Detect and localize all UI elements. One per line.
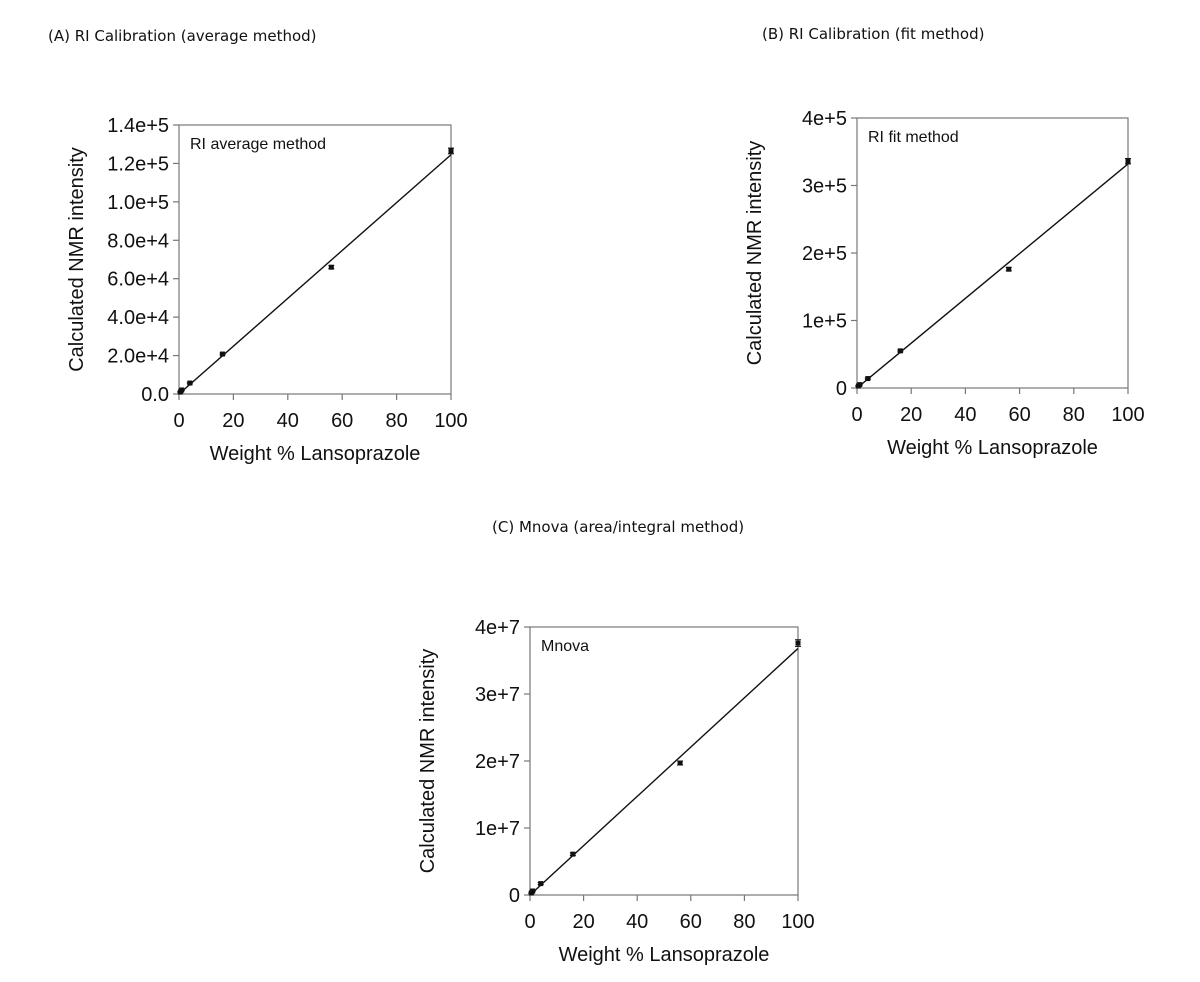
y-tick-label: 1.0e+5 [107,192,169,214]
x-axis-label: Weight % Lansoprazole [887,437,1098,459]
y-tick-label: 4e+5 [802,108,847,130]
y-tick-label: 1e+7 [475,818,520,840]
plot-frame [529,626,799,896]
panel-a-title: (A) RI Calibration (average method) [48,27,317,45]
data-point [897,348,903,354]
data-point [187,380,193,386]
x-tick-label: 60 [680,911,702,933]
x-tick-label: 40 [277,410,299,432]
y-tick-label: 1.2e+5 [107,153,169,175]
x-tick-label: 60 [331,410,353,432]
data-point [530,888,536,894]
data-point [1125,158,1131,164]
x-tick-label: 100 [781,911,814,933]
x-axis-label: Weight % Lansoprazole [559,944,770,966]
y-tick-label: 2e+5 [802,243,847,265]
x-tick-label: 60 [1008,404,1030,426]
panel-c-title: (C) Mnova (area/integral method) [492,518,745,536]
x-tick-label: 0 [524,911,535,933]
data-point [570,851,576,857]
x-tick-label: 20 [900,404,922,426]
inset-label: Mnova [541,638,589,655]
y-tick-label: 8.0e+4 [107,230,169,252]
y-tick-label: 2.0e+4 [107,346,169,368]
x-tick-label: 40 [954,404,976,426]
x-tick-label: 0 [173,410,184,432]
x-tick-label: 80 [385,410,407,432]
data-point [865,376,871,382]
fit-line [529,647,799,896]
x-tick-label: 100 [434,410,467,432]
inset-label: RI fit method [868,129,959,146]
panel-b-title: (B) RI Calibration (fit method) [762,25,985,43]
y-axis-label: Calculated NMR intensity [66,147,88,372]
y-tick-label: 1e+5 [802,311,847,333]
x-tick-label: 20 [572,911,594,933]
data-point [795,640,801,646]
y-tick-label: 2e+7 [475,751,520,773]
y-tick-label: 0 [836,378,847,400]
data-point [179,387,185,393]
data-point [538,881,544,887]
x-tick-label: 100 [1111,404,1144,426]
data-point [448,148,454,154]
data-point [328,264,334,270]
y-axis-label: Calculated NMR intensity [417,649,439,874]
data-point [1006,266,1012,272]
x-axis-label: Weight % Lansoprazole [210,443,421,465]
y-axis-label: Calculated NMR intensity [744,141,766,366]
y-tick-label: 6.0e+4 [107,269,169,291]
data-point [857,382,863,388]
y-tick-label: 4.0e+4 [107,307,169,329]
y-tick-label: 1.4e+5 [107,115,169,137]
y-tick-label: 3e+5 [802,176,847,198]
y-tick-label: 0 [509,885,520,907]
y-tick-label: 4e+7 [475,617,520,639]
y-tick-label: 3e+7 [475,684,520,706]
x-tick-label: 80 [733,911,755,933]
data-point [677,760,683,766]
x-tick-label: 40 [626,911,648,933]
plot-frame [178,124,452,395]
x-tick-label: 80 [1063,404,1085,426]
y-tick-label: 0.0 [141,384,169,406]
x-tick-label: 0 [851,404,862,426]
inset-label: RI average method [190,136,326,153]
x-tick-label: 20 [222,410,244,432]
data-point [220,351,226,357]
